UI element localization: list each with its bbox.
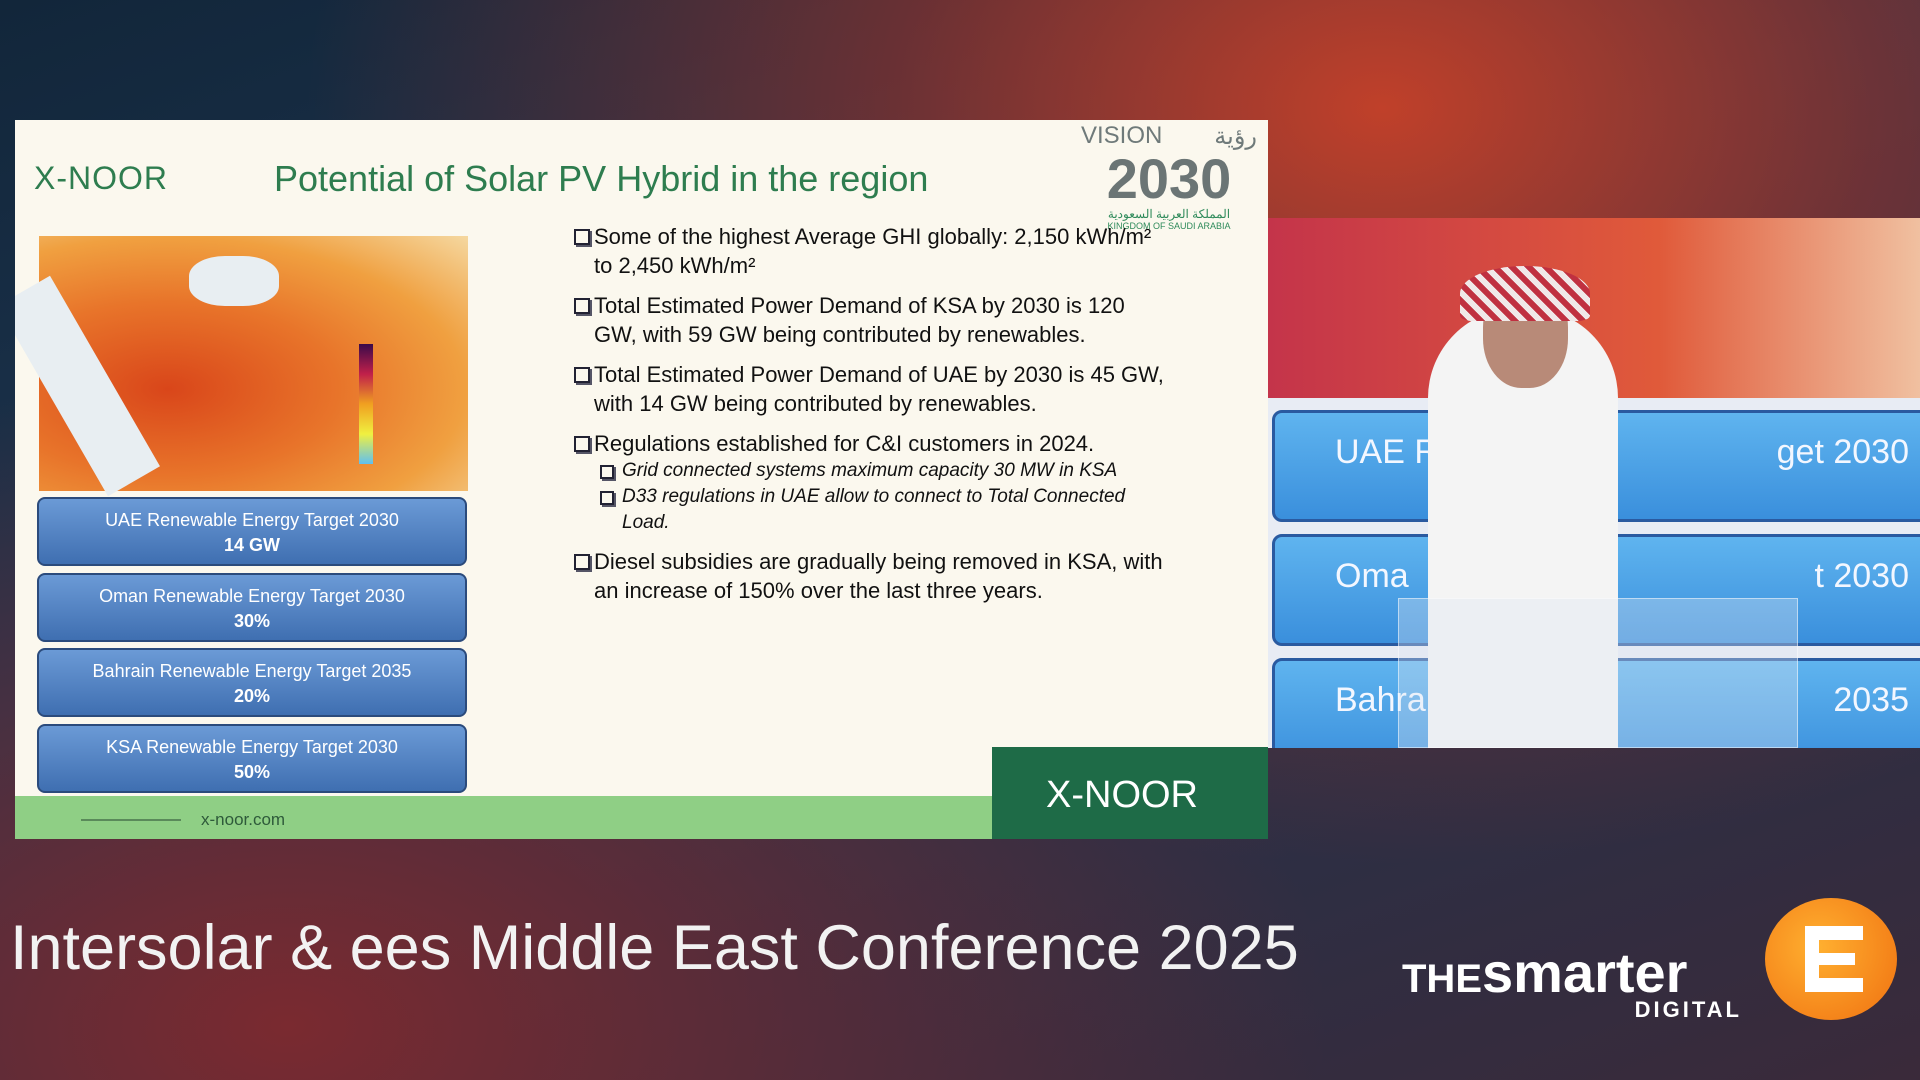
bullet: Total Estimated Power Demand of UAE by 2… [572,360,1172,418]
bullet-item: Some of the highest Average GHI globally… [572,222,1172,280]
vision-logo: VISION رؤية 2030 المملكة العربية السعودية… [1081,122,1257,231]
brand-icon [1765,898,1897,1020]
slide: X-NOOR Potential of Solar PV Hybrid in t… [15,120,1268,839]
bullet: Regulations established for C&I customer… [572,429,1172,458]
video-text: get 2030 [1776,433,1909,471]
brand-name: smarter [1482,941,1688,1004]
target-label: UAE Renewable Energy Target 2030 [105,510,399,530]
map-gulf [189,256,279,306]
vision-kingdom: KINGDOM OF SAUDI ARABIA [1107,221,1231,231]
video-text: 2035 [1833,681,1909,719]
brand-sub: DIGITAL [1634,997,1742,1022]
footer-logo: X-NOOR [992,747,1268,839]
vision-arabic: رؤية [1214,123,1257,150]
target-box: Oman Renewable Energy Target 2030 30% [37,572,467,642]
map [15,236,468,497]
sub-bullet: Grid connected systems maximum capacity … [596,458,1172,484]
brand-the: THE [1402,957,1482,1001]
logo: X-NOOR [34,160,168,196]
target-value: 30% [233,610,271,631]
speaker-shemagh [1460,266,1590,321]
podium [1398,598,1798,748]
target-box: Bahrain Renewable Energy Target 2035 20% [37,648,467,717]
target-label: Oman Renewable Energy Target 2030 [99,585,405,606]
brand: THEsmarter DIGITAL [1402,940,1742,1023]
target-value: 20% [233,686,271,706]
target-label: KSA Renewable Energy Target 2030 [106,736,398,757]
banner-text: Intersolar & ees Middle East Conference … [10,913,1299,983]
bullet-item: Total Estimated Power Demand of UAE by 2… [572,360,1172,418]
vision-year: 2030 [1106,147,1232,210]
vision-word: VISION [1081,122,1163,149]
target-box: UAE Renewable Energy Target 2030 14 GW [37,497,467,566]
video-text: Oma [1335,557,1409,595]
bullet: Total Estimated Power Demand of KSA by 2… [572,291,1172,349]
bullet: Some of the highest Average GHI globally… [572,222,1172,280]
bullet-item: Total Estimated Power Demand of KSA by 2… [572,291,1172,349]
website: x-noor.com [201,810,286,829]
brand-icon-bar [1805,953,1855,965]
vision-arabic-kingdom: المملكة العربية السعودية [1107,207,1231,221]
bullet-item: Regulations established for C&I customer… [572,429,1172,536]
map-red-sea [15,275,160,497]
bullet-list: Some of the highest Average GHI globally… [572,222,1172,616]
slide-title: Potential of Solar PV Hybrid in the regi… [274,158,929,199]
target-value: 50% [233,761,271,782]
map-legend [359,344,373,464]
footer-line [81,819,181,821]
target-label: Bahrain Renewable Energy Target 2035 [92,661,412,681]
sub-bullet: D33 regulations in UAE allow to connect … [596,484,1172,536]
target-box: KSA Renewable Energy Target 2030 50% [37,723,467,793]
bullet-item: Diesel subsidies are gradually being rem… [572,547,1172,605]
target-value: 14 GW [223,535,280,555]
bullet: Diesel subsidies are gradually being rem… [572,547,1172,605]
video-text: t 2030 [1814,557,1909,595]
speaker-video: UAE Rene get 2030 Oma t 2030 Bahrain R 2035 [1268,218,1920,748]
